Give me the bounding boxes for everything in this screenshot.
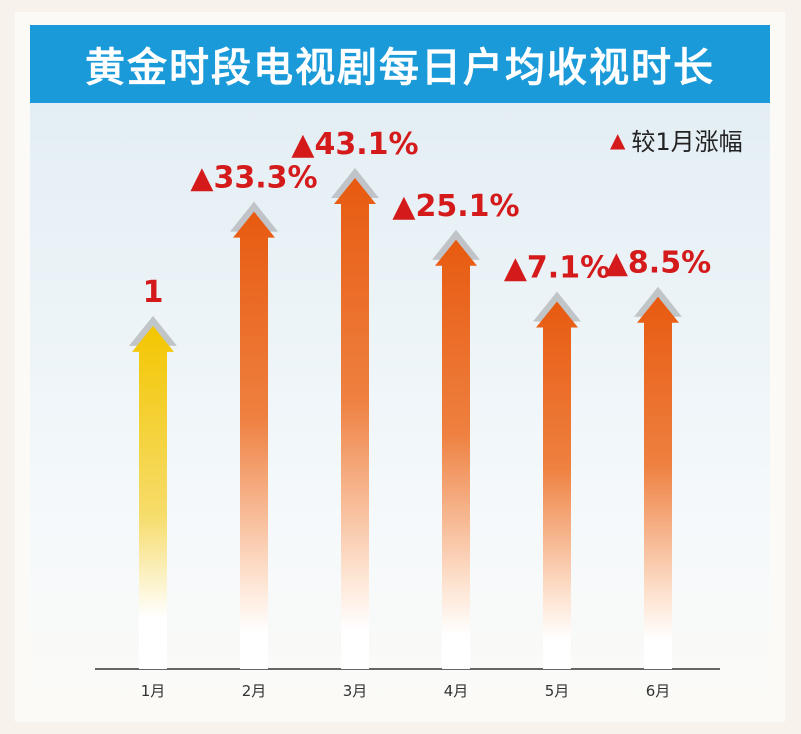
arrow-bar-6 <box>637 296 679 669</box>
data-label-1: 1 <box>143 275 164 310</box>
data-label-4: ▲25.1% <box>392 189 519 224</box>
tick-label-5: 5月 <box>545 682 570 700</box>
arrow-bar-1 <box>132 325 174 669</box>
arrow-bar-2 <box>233 211 275 670</box>
data-label-2: ▲33.3% <box>190 161 317 196</box>
data-label-6: ▲8.5% <box>605 246 711 281</box>
title-bar: 黄金时段电视剧每日户均收视时长 <box>30 25 770 103</box>
tick-label-4: 4月 <box>444 682 469 700</box>
tick-label-6: 6月 <box>646 682 671 700</box>
legend-triangle-icon: ▲ <box>610 127 626 152</box>
legend-label: 较1月涨幅 <box>631 128 743 156</box>
legend: ▲ 较1月涨幅 <box>610 122 743 157</box>
arrow-bar-3 <box>334 178 376 669</box>
data-label-5: ▲7.1% <box>504 251 610 286</box>
data-label-3: ▲43.1% <box>291 127 418 162</box>
tick-label-2: 2月 <box>242 682 267 700</box>
tick-label-3: 3月 <box>343 682 368 700</box>
tick-label-1: 1月 <box>141 682 166 700</box>
arrow-bar-5 <box>536 301 578 669</box>
chart-title: 黄金时段电视剧每日户均收视时长 <box>85 45 715 91</box>
arrow-bar-4 <box>435 239 477 670</box>
